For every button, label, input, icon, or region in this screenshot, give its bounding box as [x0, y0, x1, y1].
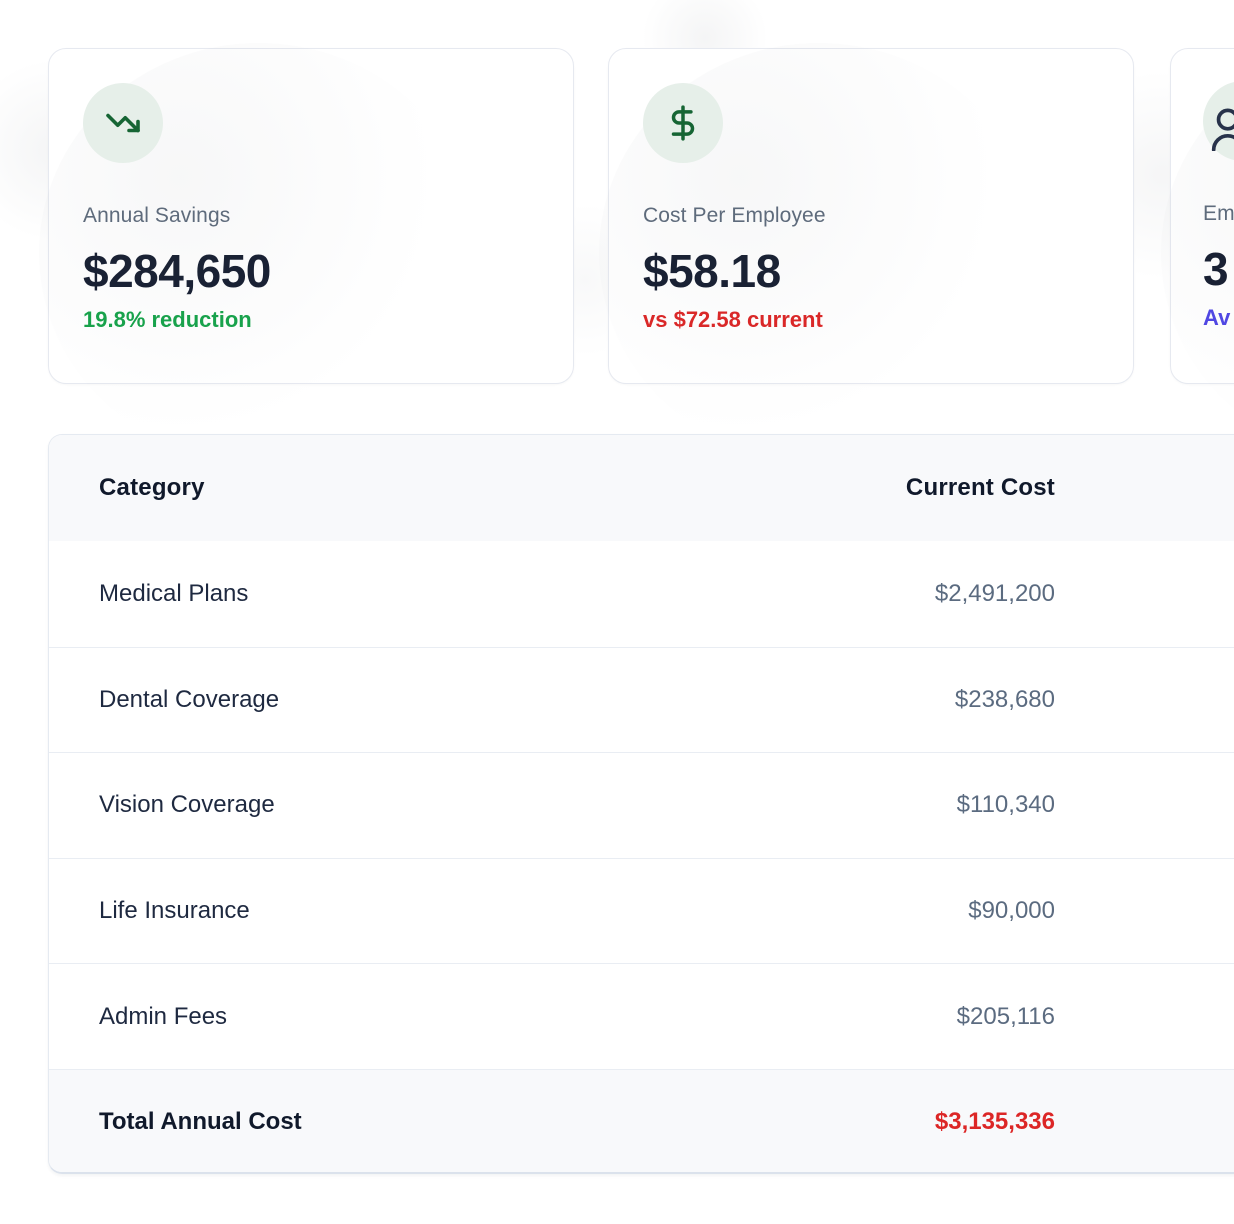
stat-card-annual-savings: Annual Savings $284,650 19.8% reduction — [39, 43, 574, 463]
category-cell: Life Insurance — [99, 897, 250, 925]
category-cell: Dental Coverage — [99, 685, 280, 713]
stat-card-value: $58.18 — [643, 245, 781, 297]
stat-card-cost-per-employee: Cost Per Employee $58.18 vs $72.58 curre… — [599, 43, 1134, 463]
total-label: Total Annual Cost — [99, 1108, 302, 1136]
column-header-category: Category — [99, 474, 205, 501]
icon-circle — [1203, 81, 1234, 161]
stat-card-label: Cost Per Employee — [643, 204, 826, 227]
stat-card-label: Annual Savings — [83, 204, 231, 227]
category-cell: Vision Coverage — [99, 791, 275, 819]
stat-card-employees: Em 3 Av — [1161, 43, 1234, 463]
current-cost-cell: $110,340 — [956, 791, 1055, 819]
icon-circle — [83, 83, 163, 163]
users-icon — [1211, 108, 1234, 151]
category-cell: Admin Fees — [99, 1002, 228, 1030]
column-header-current-cost: Current Cost — [905, 474, 1055, 501]
stat-card-value: 3 — [1203, 243, 1229, 295]
current-cost-cell: $2,491,200 — [934, 579, 1055, 607]
stat-card-subtext: 19.8% reduction — [83, 307, 252, 332]
table-header-row: Category Current Cost — [49, 435, 1234, 541]
icon-circle — [643, 83, 723, 163]
stat-card-subtext: vs $72.58 current — [643, 307, 823, 332]
table-row: Admin Fees $205,116 — [49, 963, 1234, 1069]
table-row: Life Insurance $90,000 — [49, 857, 1234, 964]
stat-card-value: $284,650 — [83, 245, 271, 297]
stat-card-label: Em — [1203, 202, 1234, 225]
current-cost-cell: $205,116 — [956, 1002, 1055, 1030]
table-total-row: Total Annual Cost $3,135,336 — [49, 1068, 1234, 1172]
current-cost-cell: $90,000 — [968, 897, 1055, 925]
category-cell: Medical Plans — [99, 579, 249, 607]
total-value: $3,135,336 — [934, 1108, 1055, 1136]
cost-breakdown-table: Category Current Cost Medical Plans $2,4… — [48, 434, 1234, 1174]
trending-down-icon — [106, 113, 140, 133]
table-row: Dental Coverage $238,680 — [49, 646, 1234, 753]
table-row: Vision Coverage $110,340 — [49, 752, 1234, 858]
dollar-sign-icon — [671, 105, 695, 141]
current-cost-cell: $238,680 — [954, 685, 1055, 713]
table-row: Medical Plans $2,491,200 — [49, 541, 1234, 647]
stat-card-subtext: Av — [1203, 305, 1231, 330]
